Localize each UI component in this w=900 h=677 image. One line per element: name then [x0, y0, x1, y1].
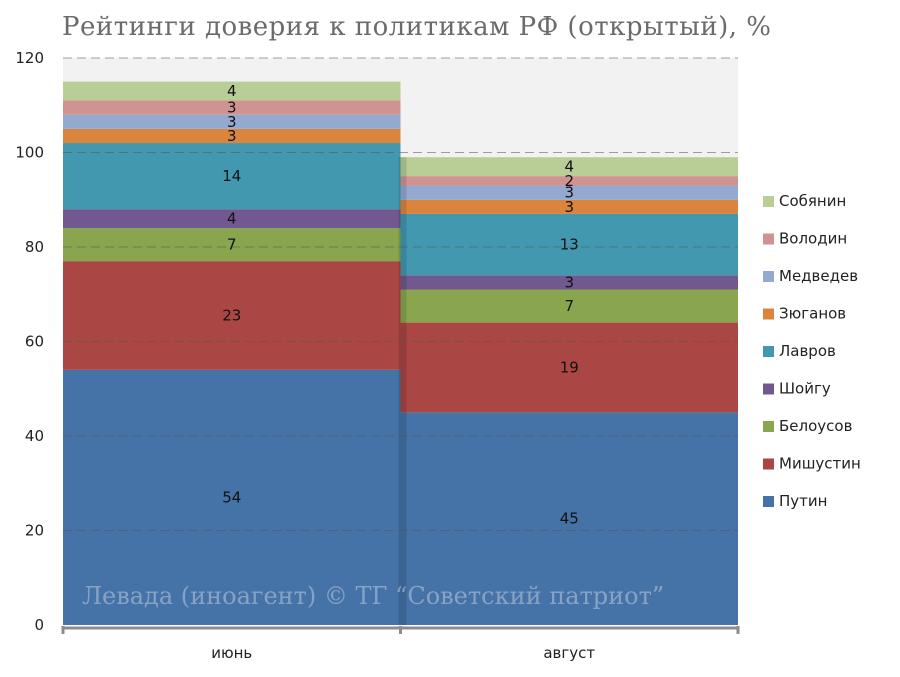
- segment-value-label: 3: [227, 99, 237, 117]
- bar-segment: [63, 81, 401, 101]
- bar-segment: [63, 209, 401, 229]
- segment-value-label: 2: [564, 172, 574, 190]
- bar-segment: [400, 412, 738, 625]
- bar-segment: [400, 275, 738, 290]
- legend-swatch: [763, 196, 774, 207]
- segment-value-label: 3: [564, 273, 574, 291]
- legend-label: Зюганов: [779, 305, 846, 323]
- segment-value-label: 3: [227, 127, 237, 145]
- y-tick-label: 40: [25, 427, 44, 445]
- y-tick-label: 20: [25, 522, 44, 540]
- segment-value-label: 7: [227, 236, 237, 254]
- bar-segment: [400, 213, 738, 276]
- segment-value-label: 4: [227, 82, 237, 100]
- bars-group: [63, 81, 738, 625]
- bar-segment: [400, 185, 738, 200]
- legend-label: Лавров: [779, 342, 836, 360]
- segment-value-label: 4: [227, 210, 237, 228]
- gridlines-group: [63, 57, 738, 531]
- y-tick-label: 0: [34, 616, 44, 634]
- bar-segment: [400, 322, 738, 413]
- y-tick-label: 60: [25, 333, 44, 351]
- bar-segment: [63, 100, 401, 115]
- y-tick-label: 120: [15, 49, 44, 67]
- segment-value-label: 13: [560, 236, 579, 254]
- legend-label: Володин: [779, 230, 847, 248]
- segment-value-label: 3: [227, 113, 237, 131]
- bar-segment: [400, 157, 738, 177]
- bar-segment: [63, 369, 401, 625]
- watermark-text: Левада (иноагент) © ТГ “Советский патрио…: [82, 582, 664, 610]
- segment-value-label: 3: [564, 198, 574, 216]
- legend-label: Мишустин: [779, 455, 861, 473]
- segment-value-label: 14: [222, 167, 241, 185]
- bar-segment: [63, 261, 401, 370]
- legend-label: Шойгу: [779, 380, 831, 398]
- legend-label: Собянин: [779, 192, 846, 210]
- bar-segment: [63, 228, 401, 262]
- bar-segment: [63, 143, 401, 210]
- bar-divider-shadow: [398, 157, 407, 625]
- segment-value-label: 4: [564, 158, 574, 176]
- x-tick-label: июнь: [211, 644, 252, 662]
- segment-value-label: 54: [222, 488, 241, 506]
- legend-swatch: [763, 421, 774, 432]
- bar-segment: [400, 176, 738, 186]
- legend-swatch: [763, 346, 774, 357]
- segment-value-label: 7: [564, 297, 574, 315]
- segment-value-label: 45: [560, 510, 579, 528]
- y-tick-label: 100: [15, 144, 44, 162]
- chart-title: Рейтинги доверия к политикам РФ (открыты…: [62, 12, 772, 42]
- bar-segment: [63, 128, 401, 144]
- axes-group: июнь август 0 20 40 60 80 100 120: [15, 49, 740, 662]
- legend-swatch: [763, 458, 774, 470]
- legend-label: Белоусов: [779, 417, 852, 435]
- legend-swatch: [763, 271, 774, 282]
- legend-swatch: [763, 308, 774, 320]
- bar-segment: [400, 199, 738, 214]
- legend-label: Медведев: [779, 267, 858, 285]
- segment-value-label: 19: [560, 358, 579, 376]
- segment-value-label: 3: [564, 184, 574, 202]
- segment-value-label: 23: [222, 307, 241, 325]
- bar-segment: [400, 289, 738, 323]
- bar-segment: [63, 114, 401, 129]
- legend-swatch: [763, 496, 774, 507]
- y-tick-label: 80: [25, 238, 44, 256]
- legend-label: Путин: [779, 492, 827, 510]
- legend-swatch: [763, 383, 774, 395]
- x-tick-label: август: [543, 644, 595, 662]
- legend: Собянин Володин Медведев Зюганов Лавров Шойгу…: [763, 192, 861, 510]
- legend-swatch: [763, 233, 774, 245]
